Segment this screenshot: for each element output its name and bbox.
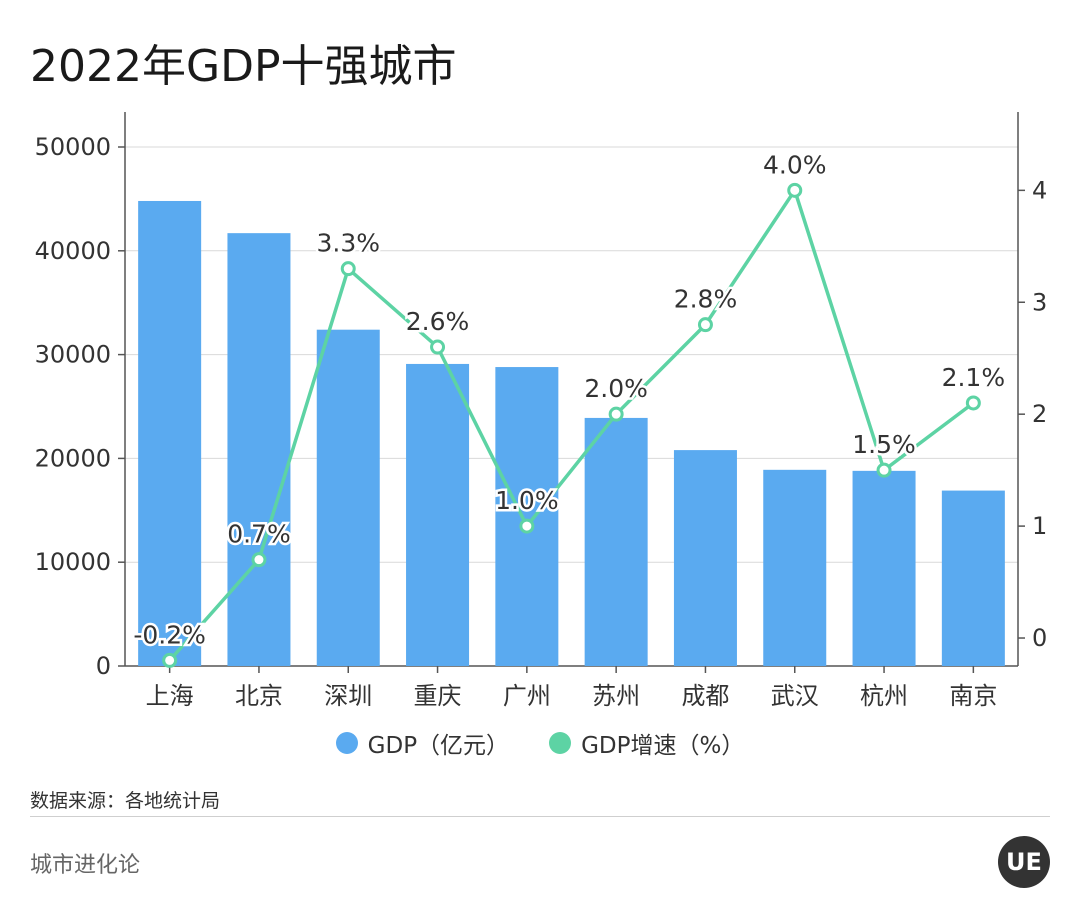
growth-point-重庆	[430, 339, 446, 355]
growth-data-label: 2.8%	[674, 285, 738, 314]
bar-苏州	[584, 417, 648, 666]
growth-line	[168, 188, 975, 662]
growth-point-杭州	[876, 462, 892, 478]
bar-武汉	[763, 469, 827, 666]
legend-item-growth: GDP增速（%）	[549, 726, 744, 760]
x-axis-category-label: 成都	[681, 682, 729, 710]
legend-label-gdp: GDP（亿元）	[367, 733, 510, 759]
x-axis-category-label: 武汉	[771, 682, 819, 710]
growth-data-label: 3.3%	[316, 229, 380, 258]
brand-logo: UE	[998, 836, 1050, 888]
legend: GDP（亿元） GDP增速（%）	[0, 726, 1080, 760]
bar-南京	[941, 490, 1005, 666]
left-axis-tick-label: 0	[96, 652, 111, 680]
left-axis-tick-label: 50000	[35, 133, 111, 161]
right-axis-tick-label: 2	[1032, 400, 1047, 428]
x-axis-category-label: 北京	[235, 682, 283, 710]
x-axis-category-label: 深圳	[324, 682, 372, 710]
bar-北京	[227, 233, 291, 667]
growth-point-深圳	[340, 261, 356, 277]
legend-swatch-growth	[549, 732, 572, 754]
growth-data-label: 2.6%	[406, 307, 470, 336]
right-axis-tick-label: 0	[1032, 624, 1047, 652]
right-axis-tick-label: 4	[1032, 176, 1047, 204]
legend-swatch-gdp	[335, 732, 358, 754]
x-axis-category-label: 杭州	[860, 682, 908, 710]
chart-title: 2022年GDP十强城市	[30, 41, 457, 92]
left-axis-tick-label: 40000	[35, 237, 111, 265]
x-axis-category-label: 广州	[503, 682, 551, 710]
brand-name: 城市进化论	[30, 853, 141, 878]
footer-divider	[30, 816, 1050, 817]
growth-point-成都	[697, 317, 713, 333]
left-axis-tick-label: 20000	[35, 444, 111, 472]
right-axis-tick-label: 3	[1032, 288, 1047, 316]
legend-label-growth: GDP增速（%）	[581, 733, 745, 759]
growth-data-label: 1.0%	[495, 486, 559, 515]
combo-chart: 0 10000 20000 30000 40000 50000 0 1 2 3 4 上海 北京 深圳 重庆 广…	[35, 112, 1047, 710]
growth-point-苏州	[608, 406, 624, 422]
growth-point-上海	[162, 652, 178, 668]
source-note: 数据来源：各地统计局	[30, 790, 221, 812]
bar-上海	[138, 200, 202, 666]
bar-深圳	[316, 329, 380, 666]
growth-data-label: 4.0%	[763, 150, 827, 179]
bar-广州	[495, 367, 559, 666]
growth-point-武汉	[787, 182, 803, 198]
growth-point-广州	[519, 518, 535, 534]
x-axis-category-label: 苏州	[592, 682, 640, 710]
growth-data-label: 0.7%	[227, 520, 291, 549]
growth-data-label: -0.2%	[133, 620, 206, 649]
growth-data-label: 2.1%	[942, 363, 1006, 392]
growth-data-label: 1.5%	[852, 430, 916, 459]
bar-成都	[673, 450, 737, 666]
x-axis-category-label: 重庆	[414, 682, 462, 710]
growth-point-南京	[965, 395, 981, 411]
x-axis-category-label: 南京	[949, 682, 997, 710]
growth-data-label: 2.0%	[584, 374, 648, 403]
legend-item-gdp: GDP（亿元）	[335, 726, 510, 760]
x-axis-category-label: 上海	[146, 682, 194, 710]
bar-重庆	[406, 363, 470, 666]
bar-杭州	[852, 470, 916, 666]
growth-point-北京	[251, 552, 267, 568]
left-axis-tick-label: 10000	[35, 548, 111, 576]
right-axis-tick-label: 1	[1032, 512, 1047, 540]
left-axis-tick-label: 30000	[35, 341, 111, 369]
